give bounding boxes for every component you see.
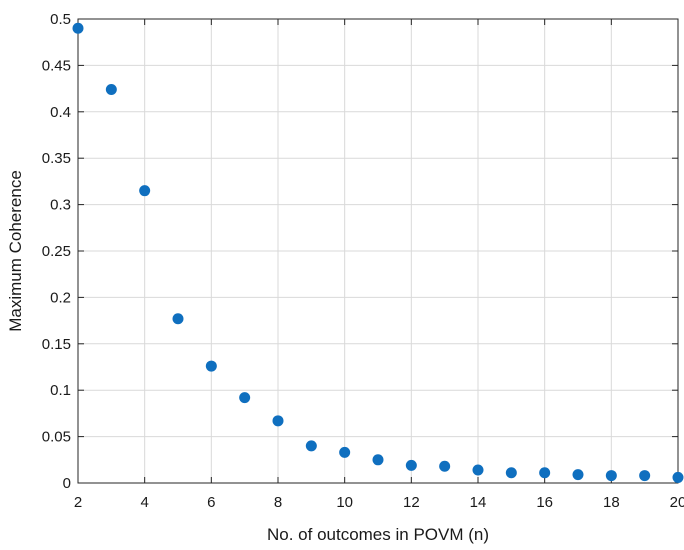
- y-tick-label: 0.3: [50, 197, 71, 214]
- x-tick-label: 14: [470, 494, 487, 511]
- data-point: [172, 313, 184, 325]
- data-point: [405, 459, 417, 471]
- y-tick-label: 0.1: [50, 382, 71, 399]
- x-tick-label: 16: [536, 494, 553, 511]
- data-point: [305, 440, 317, 452]
- y-tick-label: 0.25: [42, 243, 71, 260]
- y-tick-label: 0.5: [50, 11, 71, 28]
- x-tick-label: 20: [670, 494, 684, 511]
- data-points: [72, 22, 684, 483]
- x-tick-label: 6: [207, 494, 215, 511]
- data-point: [105, 84, 117, 96]
- data-point: [139, 185, 151, 197]
- x-tick-label: 2: [74, 494, 82, 511]
- y-tick-label: 0.15: [42, 336, 71, 353]
- y-tick-label: 0: [63, 475, 71, 492]
- data-point: [472, 464, 484, 476]
- data-point: [639, 470, 651, 482]
- x-axis-label: No. of outcomes in POVM (n): [267, 525, 489, 544]
- y-tick-label: 0.2: [50, 289, 71, 306]
- data-point: [72, 22, 84, 34]
- y-tick-label: 0.45: [42, 57, 71, 74]
- x-tick-label: 8: [274, 494, 282, 511]
- y-tick-labels: 0 0.05 0.1 0.15 0.2 0.25 0.3 0.35 0.4 0.45 0.5: [42, 11, 71, 492]
- data-point: [239, 392, 251, 404]
- data-point: [572, 469, 584, 481]
- y-tick-label: 0.35: [42, 150, 71, 167]
- x-tick-label: 10: [336, 494, 353, 511]
- x-tick-label: 18: [603, 494, 620, 511]
- data-point: [205, 360, 217, 372]
- grid-lines: [77, 18, 679, 484]
- y-axis-label: Maximum Coherence: [6, 170, 25, 332]
- x-tick-labels: 2 4 6 8 10 12 14 16 18 20: [74, 494, 684, 511]
- data-point: [539, 467, 551, 479]
- data-point: [672, 471, 684, 483]
- y-tick-label: 0.05: [42, 429, 71, 446]
- x-tick-label: 12: [403, 494, 420, 511]
- data-point: [272, 415, 284, 427]
- data-point: [605, 470, 617, 482]
- data-point: [339, 446, 351, 458]
- data-point: [505, 467, 517, 479]
- data-point: [372, 454, 384, 466]
- x-tick-label: 4: [140, 494, 148, 511]
- data-point: [439, 460, 451, 472]
- y-tick-label: 0.4: [50, 104, 71, 121]
